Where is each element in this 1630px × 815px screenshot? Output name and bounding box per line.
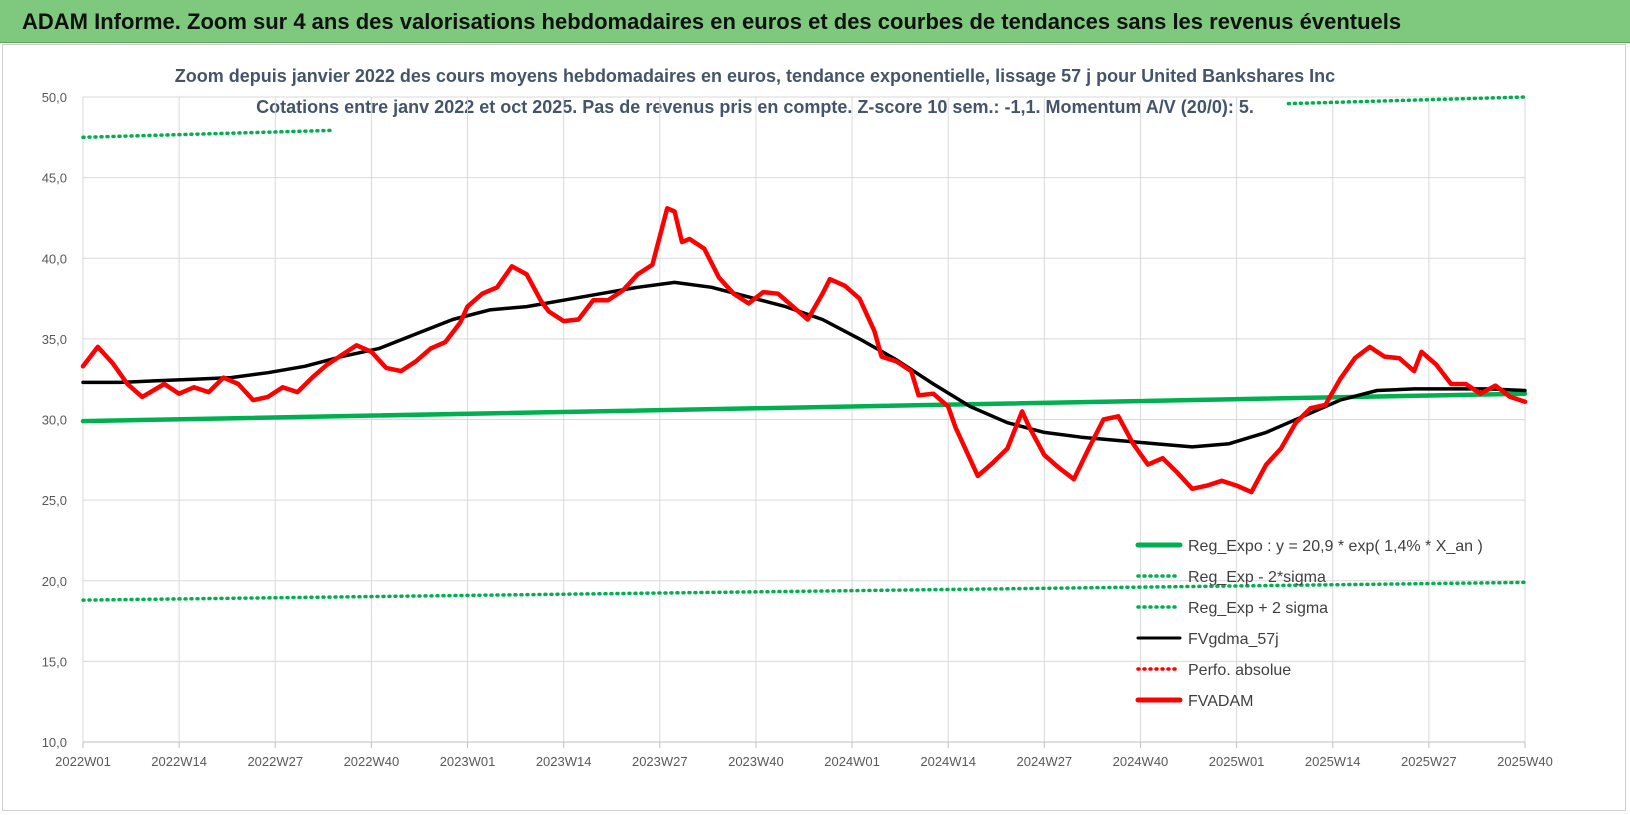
chart-title-line-2: Cotations entre janv 2022 et oct 2025. P… [256, 97, 1254, 117]
report-banner-title: ADAM Informe. Zoom sur 4 ans des valoris… [0, 0, 1630, 43]
chart-frame [2, 44, 1626, 811]
chart-title-line-1: Zoom depuis janvier 2022 des cours moyen… [174, 66, 1336, 86]
